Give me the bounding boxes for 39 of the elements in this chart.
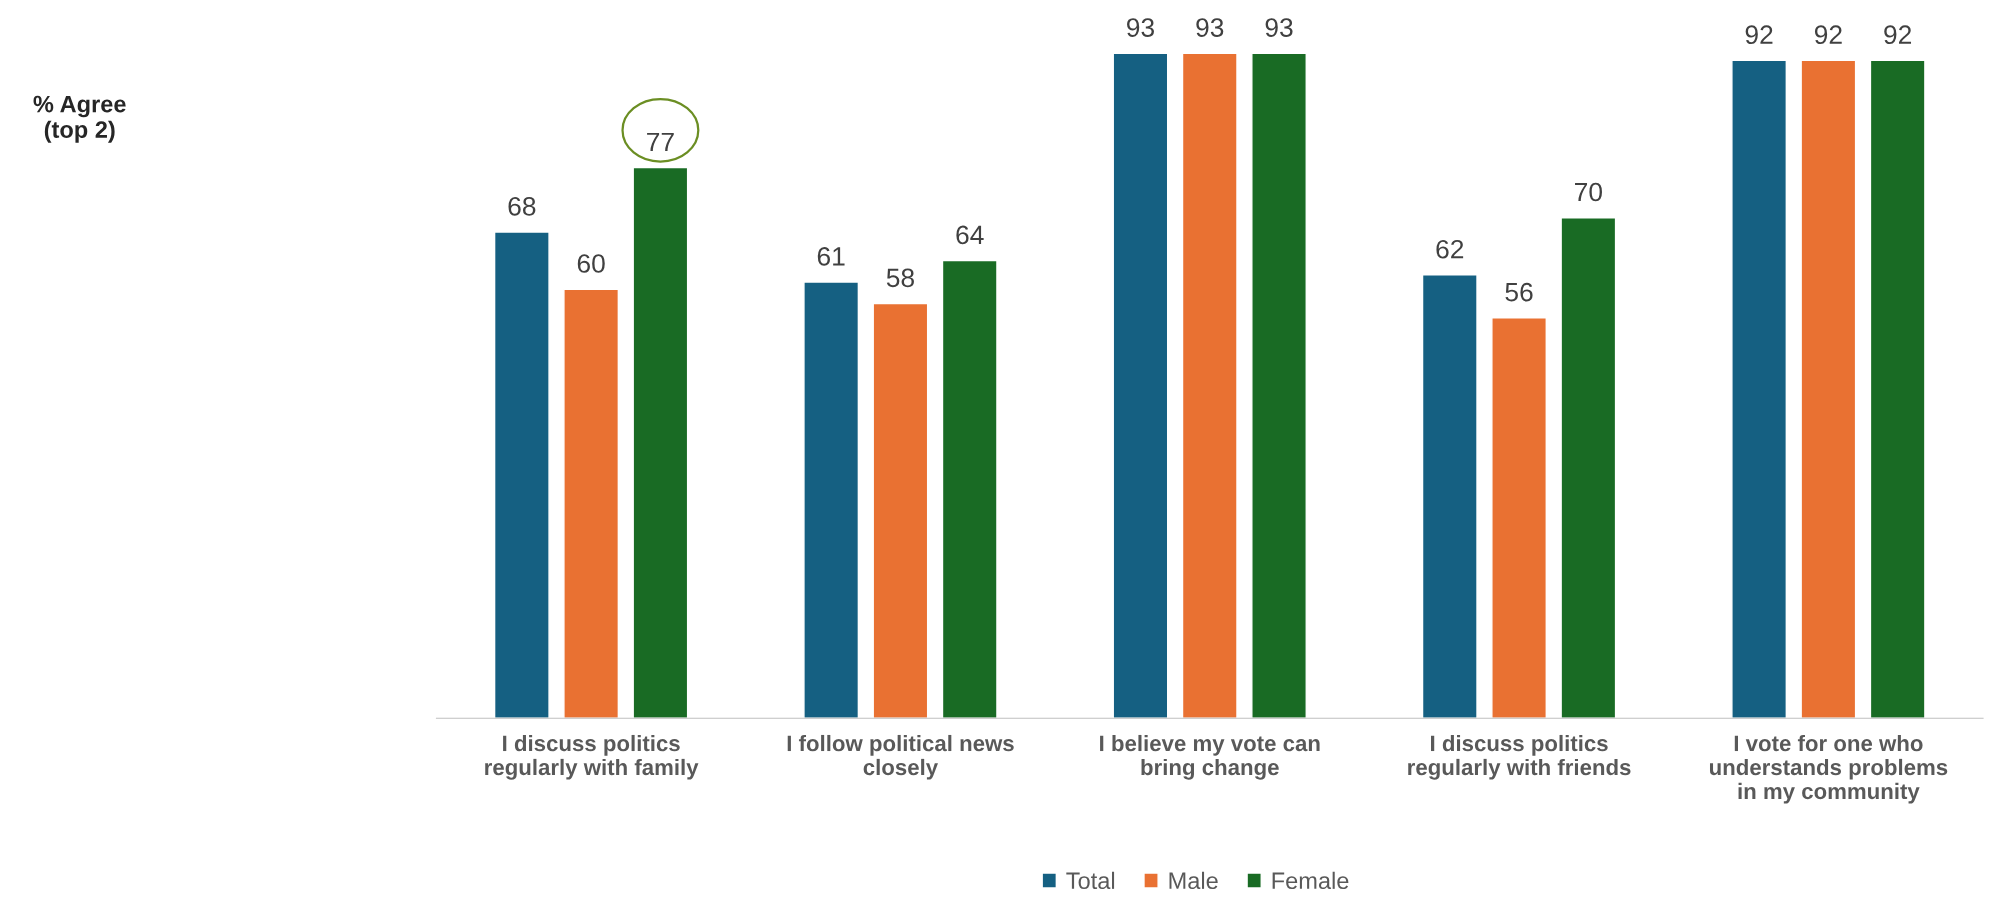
text: % Agree (top 2)	[33, 95, 126, 143]
data-label: 64	[956, 225, 984, 245]
data-label: 93	[1127, 18, 1154, 37]
data-label: 68	[508, 196, 536, 216]
bar	[1560, 216, 1617, 719]
data-label: 70	[1575, 182, 1602, 202]
x-tick-label: I believe my vote can bring change	[1100, 734, 1320, 780]
bar	[1800, 59, 1857, 719]
bar	[872, 302, 929, 719]
data-label: 92	[1814, 25, 1842, 45]
data-label: 58	[886, 268, 914, 288]
legend-label: Female	[1272, 871, 1349, 890]
x-tick-label: I follow political news closely	[787, 734, 1014, 780]
x-tick-label: I discuss politics regularly with family	[485, 734, 699, 780]
bar	[1421, 274, 1478, 719]
bar	[1491, 317, 1547, 719]
x-tick-label: I vote for one who understands problems in my community	[1709, 734, 1948, 804]
bar	[1731, 59, 1788, 719]
bar	[493, 231, 550, 719]
data-label: 93	[1196, 18, 1224, 37]
bar	[1181, 52, 1238, 719]
data-label: 62	[1436, 239, 1464, 259]
data-label: 61	[817, 247, 845, 266]
bar	[1869, 59, 1926, 719]
bar	[1251, 52, 1307, 719]
bar	[803, 281, 860, 719]
data-label: 92	[1884, 25, 1912, 45]
data-label: 92	[1745, 25, 1773, 45]
data-label: 93	[1265, 18, 1293, 37]
data-label: 60	[577, 254, 605, 273]
x-tick-label: I discuss politics regularly with friends	[1408, 734, 1631, 780]
bar	[563, 288, 620, 719]
data-label: 77	[647, 132, 674, 152]
legend-label: Total	[1066, 871, 1115, 890]
bar	[941, 259, 998, 719]
bar	[632, 166, 689, 719]
legend-label: Male	[1169, 871, 1218, 890]
bar	[1112, 52, 1169, 719]
data-label: 56	[1505, 282, 1533, 302]
